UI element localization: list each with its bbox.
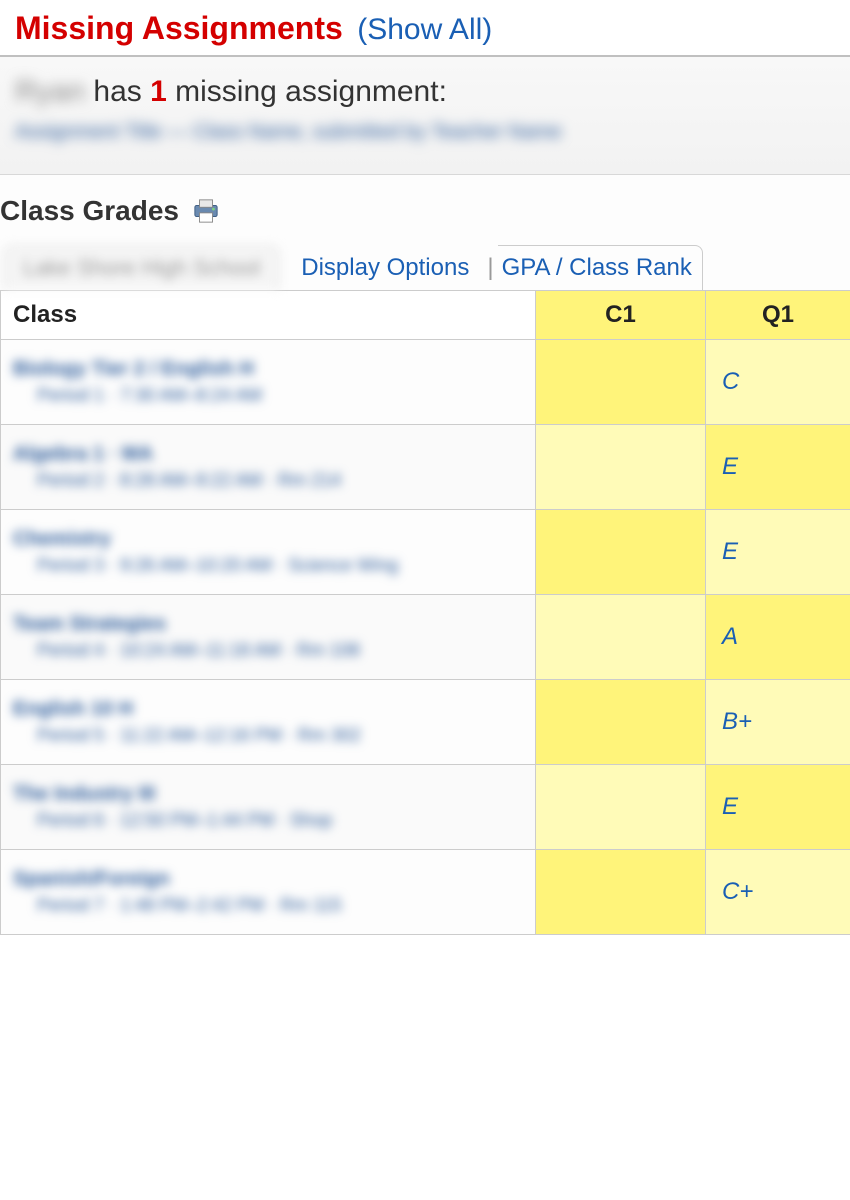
- q1-cell[interactable]: C: [706, 340, 850, 425]
- c1-cell[interactable]: [536, 680, 706, 765]
- missing-summary-line: Ryan has 1 missing assignment:: [15, 75, 835, 109]
- class-name-blurred: Algebra 1 · MA: [13, 443, 523, 466]
- missing-detail-blurred: Assignment Title — Class Name, submitted…: [15, 121, 835, 144]
- grade-value: E: [718, 538, 738, 565]
- grade-value: B+: [718, 708, 752, 735]
- class-meta-blurred: Period 3 · 9:26 AM–10:20 AM · Science Wi…: [13, 555, 523, 576]
- class-name-blurred: English 10 H: [13, 698, 523, 721]
- class-cell[interactable]: Algebra 1 · MA Period 2 · 8:28 AM–9:22 AM…: [1, 425, 536, 510]
- grade-value: C: [718, 368, 739, 395]
- class-grades-header: Class Grades: [0, 195, 850, 245]
- table-row[interactable]: The Industry III Period 6 · 12:50 PM–1:44…: [1, 765, 850, 850]
- class-meta-blurred: Period 1 · 7:30 AM–8:24 AM: [13, 385, 523, 406]
- class-name-blurred: Chemistry: [13, 528, 523, 551]
- class-meta-blurred: Period 5 · 11:22 AM–12:16 PM · Rm 302: [13, 725, 523, 746]
- missing-count: 1: [150, 75, 167, 108]
- class-cell[interactable]: The Industry III Period 6 · 12:50 PM–1:44…: [1, 765, 536, 850]
- c1-cell[interactable]: [536, 850, 706, 935]
- class-meta-blurred: Period 2 · 8:28 AM–9:22 AM · Rm 214: [13, 470, 523, 491]
- c1-cell[interactable]: [536, 425, 706, 510]
- grade-value: C+: [718, 878, 753, 905]
- missing-assignments-title: Missing Assignments: [15, 10, 343, 46]
- display-options-link[interactable]: Display Options: [287, 246, 483, 290]
- grade-value: [548, 623, 552, 650]
- grade-value: A: [718, 623, 738, 650]
- c1-cell[interactable]: [536, 340, 706, 425]
- class-cell[interactable]: Chemistry Period 3 · 9:26 AM–10:20 AM · S…: [1, 510, 536, 595]
- grade-value: [548, 708, 552, 735]
- missing-assignments-body: Ryan has 1 missing assignment: Assignmen…: [0, 57, 850, 175]
- q1-cell[interactable]: E: [706, 510, 850, 595]
- class-meta-blurred: Period 4 · 10:24 AM–11:18 AM · Rm 108: [13, 640, 523, 661]
- q1-cell[interactable]: A: [706, 595, 850, 680]
- class-name-blurred: Team Strategies: [13, 613, 523, 636]
- class-cell[interactable]: Team Strategies Period 4 · 10:24 AM–11:18…: [1, 595, 536, 680]
- class-meta-blurred: Period 6 · 12:50 PM–1:44 PM · Shop: [13, 810, 523, 831]
- print-icon[interactable]: [191, 198, 221, 224]
- table-row[interactable]: Spanish/Foreign Period 7 · 1:48 PM–2:42 P…: [1, 850, 850, 935]
- c1-cell[interactable]: [536, 510, 706, 595]
- q1-cell[interactable]: E: [706, 425, 850, 510]
- table-header-row: Class C1 Q1: [1, 291, 850, 340]
- student-name: Ryan: [15, 75, 85, 109]
- grade-value: [548, 453, 552, 480]
- grade-value: [548, 793, 552, 820]
- class-grades-section: Class Grades Lake Shore High School Disp…: [0, 175, 850, 935]
- class-name-blurred: The Industry III: [13, 783, 523, 806]
- class-grades-title: Class Grades: [0, 195, 179, 227]
- table-row[interactable]: Biology Tier 2 / English H Period 1 · 7:3…: [1, 340, 850, 425]
- q1-cell[interactable]: C+: [706, 850, 850, 935]
- class-meta-blurred: Period 7 · 1:48 PM–2:42 PM · Rm 115: [13, 895, 523, 916]
- missing-assignments-header: Missing Assignments (Show All): [0, 0, 850, 57]
- gpa-class-rank-link[interactable]: GPA / Class Rank: [498, 245, 703, 290]
- class-name-blurred: Spanish/Foreign: [13, 868, 523, 891]
- class-cell[interactable]: Spanish/Foreign Period 7 · 1:48 PM–2:42 P…: [1, 850, 536, 935]
- table-row[interactable]: Chemistry Period 3 · 9:26 AM–10:20 AM · S…: [1, 510, 850, 595]
- class-name-blurred: Biology Tier 2 / English H: [13, 358, 523, 381]
- grades-table: Class C1 Q1 Biology Tier 2 / English H Pe…: [0, 290, 850, 935]
- grade-value: E: [718, 793, 738, 820]
- q1-cell[interactable]: B+: [706, 680, 850, 765]
- table-row[interactable]: Algebra 1 · MA Period 2 · 8:28 AM–9:22 AM…: [1, 425, 850, 510]
- header-c1: C1: [536, 291, 706, 340]
- tab-separator: |: [483, 254, 497, 282]
- class-cell[interactable]: English 10 H Period 5 · 11:22 AM–12:16 PM…: [1, 680, 536, 765]
- header-class: Class: [1, 291, 536, 340]
- grade-value: [548, 538, 552, 565]
- c1-cell[interactable]: [536, 765, 706, 850]
- tab-row: Lake Shore High School Display Options |…: [0, 245, 850, 290]
- table-row[interactable]: Team Strategies Period 4 · 10:24 AM–11:18…: [1, 595, 850, 680]
- grade-value: [548, 368, 552, 395]
- grade-value: E: [718, 453, 738, 480]
- class-cell[interactable]: Biology Tier 2 / English H Period 1 · 7:3…: [1, 340, 536, 425]
- header-q1: Q1: [706, 291, 850, 340]
- tab-school-name[interactable]: Lake Shore High School: [4, 246, 279, 289]
- has-text-post: missing assignment:: [175, 75, 447, 108]
- q1-cell[interactable]: E: [706, 765, 850, 850]
- table-row[interactable]: English 10 H Period 5 · 11:22 AM–12:16 PM…: [1, 680, 850, 765]
- grade-value: [548, 878, 552, 905]
- has-text-pre: has: [93, 75, 150, 108]
- c1-cell[interactable]: [536, 595, 706, 680]
- show-all-link[interactable]: (Show All): [357, 13, 492, 46]
